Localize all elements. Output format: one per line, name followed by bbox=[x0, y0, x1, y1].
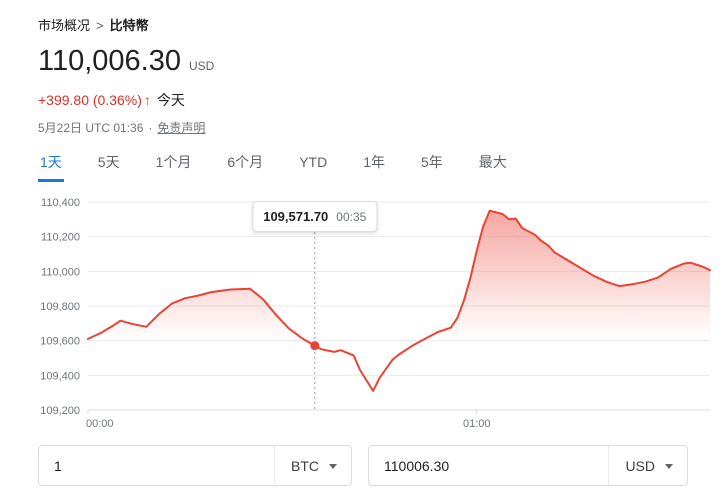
tab-1个月[interactable]: 1个月 bbox=[155, 154, 192, 170]
fiat-amount-input[interactable] bbox=[369, 446, 609, 485]
range-tabs: 1天 5天 1个月 6个月 YTD 1年 5年 最大 bbox=[0, 149, 725, 182]
fiat-currency-label: USD bbox=[625, 457, 655, 474]
currency-converter: BTC USD bbox=[38, 445, 725, 486]
chevron-down-icon bbox=[329, 464, 337, 469]
chart-canvas[interactable]: 109,200 109,400 109,600 109,800 110,000 110,2… bbox=[0, 185, 725, 430]
quote-datetime: 5月22日 UTC 01:36 bbox=[38, 121, 144, 135]
breadcrumb-root: 市场概况 bbox=[38, 18, 91, 33]
breadcrumb: 市场概况 > 比特幣 bbox=[38, 18, 687, 34]
dot-separator: · bbox=[148, 121, 153, 135]
crypto-amount-box: BTC bbox=[38, 445, 352, 486]
price-change: +399.80 (0.36%) bbox=[38, 92, 142, 108]
tooltip-time: 00:35 bbox=[336, 210, 367, 224]
tooltip-value: 109,571.70 bbox=[263, 209, 329, 224]
up-arrow-icon: ↑ bbox=[143, 92, 151, 108]
y-axis-label: 109,400 bbox=[40, 370, 80, 382]
change-period: 今天 bbox=[156, 92, 185, 108]
chart-tooltip: 109,571.70 00:35 bbox=[252, 201, 378, 232]
tab-5天[interactable]: 5天 bbox=[97, 154, 120, 170]
tab-1年[interactable]: 1年 bbox=[363, 154, 385, 170]
price-currency: USD bbox=[189, 59, 215, 73]
quote-header: 市场概况 > 比特幣 110,006.30 USD +399.80 (0.36%) ↑… bbox=[0, 0, 725, 136]
y-axis-label: 110,400 bbox=[41, 197, 80, 209]
y-axis-label: 110,200 bbox=[41, 232, 80, 244]
crypto-currency-label: BTC bbox=[291, 457, 319, 474]
breadcrumb-current: 比特幣 bbox=[109, 18, 149, 33]
price-chart[interactable]: 109,200 109,400 109,600 109,800 110,000 110,2… bbox=[0, 185, 725, 430]
price-value: 110,006.30 bbox=[38, 45, 181, 77]
tab-最大[interactable]: 最大 bbox=[478, 154, 507, 170]
tab-5年[interactable]: 5年 bbox=[420, 154, 443, 170]
fiat-amount-box: USD bbox=[368, 445, 688, 486]
breadcrumb-separator: > bbox=[96, 18, 104, 33]
y-axis-label: 109,600 bbox=[40, 336, 80, 348]
x-axis-label: 01:00 bbox=[463, 418, 491, 430]
chevron-down-icon bbox=[665, 464, 673, 469]
tab-YTD[interactable]: YTD bbox=[299, 154, 328, 170]
tab-1天[interactable]: 1天 bbox=[38, 149, 64, 182]
y-axis-label: 109,200 bbox=[40, 405, 80, 417]
disclaimer-link[interactable]: 免责声明 bbox=[157, 121, 206, 135]
crypto-amount-input[interactable] bbox=[39, 446, 274, 485]
area-fill bbox=[88, 210, 710, 391]
y-axis-label: 110,000 bbox=[41, 266, 80, 278]
fiat-currency-select[interactable]: USD bbox=[608, 446, 687, 485]
y-axis-label: 109,800 bbox=[40, 301, 80, 313]
hover-point-dot bbox=[310, 341, 320, 351]
tab-6个月[interactable]: 6个月 bbox=[227, 154, 264, 170]
crypto-currency-select[interactable]: BTC bbox=[274, 446, 351, 485]
x-axis-label: 00:00 bbox=[86, 418, 114, 430]
price-line bbox=[87, 209, 711, 392]
